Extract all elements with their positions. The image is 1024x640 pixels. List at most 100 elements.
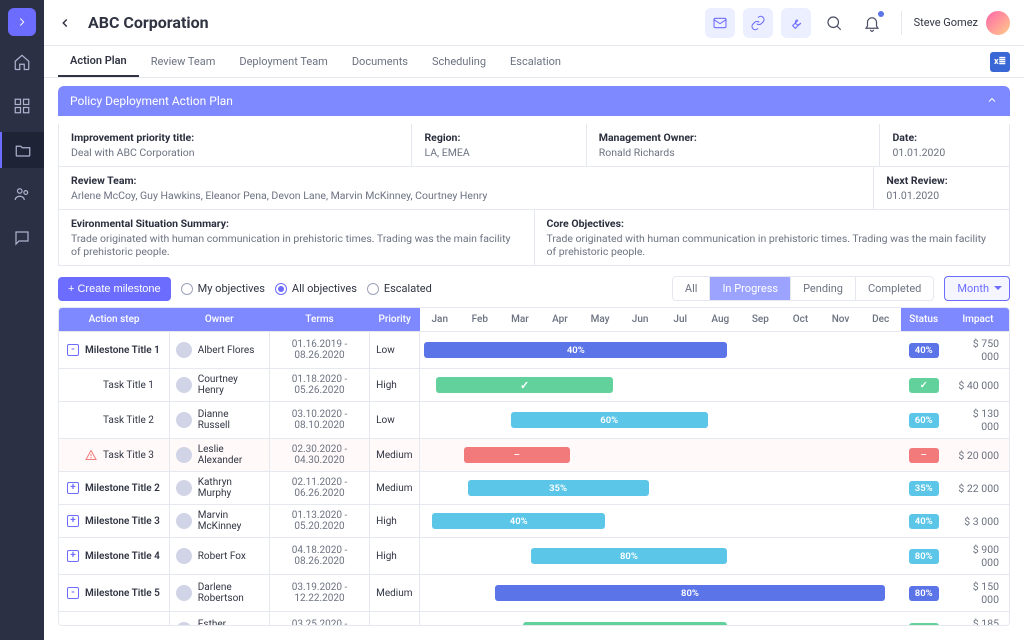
tab-scheduling[interactable]: Scheduling bbox=[420, 47, 498, 76]
segment-all[interactable]: All bbox=[673, 277, 711, 300]
action-step[interactable]: +Milestone Title 4 bbox=[67, 550, 163, 562]
priority-cell: Low bbox=[370, 402, 420, 439]
month-jun: Jun bbox=[620, 308, 660, 332]
priority-value: Deal with ABC Corporation bbox=[71, 146, 195, 159]
link-icon[interactable] bbox=[743, 8, 773, 38]
col-impact: Impact bbox=[947, 308, 1009, 332]
mail-icon[interactable] bbox=[705, 8, 735, 38]
range-dropdown[interactable]: Month bbox=[944, 276, 1010, 301]
gantt-bar[interactable]: 40% bbox=[424, 342, 727, 358]
user-name: Steve Gomez bbox=[914, 16, 978, 29]
tab-documents[interactable]: Documents bbox=[340, 47, 420, 76]
priority-cell: High bbox=[370, 612, 420, 627]
status-badge: 40% bbox=[909, 514, 939, 529]
gantt-grid: Action step Owner Terms PriorityJanFebMa… bbox=[58, 307, 1010, 626]
toggle-icon[interactable]: + bbox=[67, 550, 79, 562]
env-value: Trade originated with human communicatio… bbox=[71, 232, 510, 258]
rail-apps[interactable] bbox=[0, 88, 44, 124]
avatar bbox=[176, 548, 192, 564]
table-row: Task Title 4 Esther Howard 03.25.2020 - … bbox=[59, 612, 1009, 627]
table-row: Task Title 2 Dianne Russell 03.10.2020 -… bbox=[59, 402, 1009, 439]
user-menu[interactable]: Steve Gomez bbox=[901, 11, 1010, 35]
terms-cell: 02.11.2020 - 06.26.2020 bbox=[269, 472, 369, 505]
bell-icon[interactable] bbox=[857, 8, 887, 38]
table-row: +Milestone Title 3 Marvin McKinney 01.13… bbox=[59, 505, 1009, 538]
col-status: Status bbox=[901, 308, 947, 332]
toggle-icon[interactable]: - bbox=[67, 587, 79, 599]
core-value: Trade originated with human communicatio… bbox=[547, 232, 986, 258]
action-step[interactable]: -Milestone Title 1 bbox=[67, 344, 163, 356]
impact-cell: $ 3 000 bbox=[947, 505, 1009, 538]
next-label: Next Review: bbox=[886, 174, 997, 187]
action-step[interactable]: Task Title 2 bbox=[67, 415, 163, 426]
gantt-bar[interactable]: 80% bbox=[495, 585, 885, 601]
gantt-bar[interactable]: – bbox=[464, 447, 570, 463]
action-step[interactable]: Task Title 4 bbox=[67, 625, 163, 627]
month-dec: Dec bbox=[861, 308, 901, 332]
gantt-bar[interactable]: 80% bbox=[531, 548, 728, 564]
segment-in-progress[interactable]: In Progress bbox=[710, 277, 791, 300]
tab-action-plan[interactable]: Action Plan bbox=[58, 46, 139, 77]
radio-escalated[interactable]: Escalated bbox=[367, 282, 432, 295]
gantt-bar[interactable]: 60% bbox=[511, 412, 708, 428]
action-step[interactable]: +Milestone Title 2 bbox=[67, 482, 163, 494]
tab-review-team[interactable]: Review Team bbox=[139, 47, 228, 76]
month-apr: Apr bbox=[540, 308, 580, 332]
owner-cell: Kathryn Murphy bbox=[176, 477, 263, 499]
avatar bbox=[176, 480, 192, 496]
tab-deployment-team[interactable]: Deployment Team bbox=[227, 47, 339, 76]
segment-pending[interactable]: Pending bbox=[791, 277, 856, 300]
owner-cell: Robert Fox bbox=[176, 548, 263, 564]
tab-escalation[interactable]: Escalation bbox=[498, 47, 573, 76]
avatar bbox=[176, 342, 192, 358]
radio-my-objectives[interactable]: My objectives bbox=[181, 282, 265, 295]
radio-all-objectives[interactable]: All objectives bbox=[275, 282, 357, 295]
impact-cell: $ 40 000 bbox=[947, 369, 1009, 402]
action-step[interactable]: +Milestone Title 3 bbox=[67, 515, 163, 527]
gantt-bar[interactable] bbox=[436, 377, 613, 393]
team-label: Review Team: bbox=[71, 174, 861, 187]
priority-cell: High bbox=[370, 505, 420, 538]
export-excel-icon[interactable]: x≣ bbox=[990, 52, 1010, 72]
nav-rail bbox=[0, 0, 44, 640]
owner-cell: Leslie Alexander bbox=[176, 444, 263, 466]
rail-home[interactable] bbox=[0, 44, 44, 80]
avatar bbox=[176, 585, 192, 601]
wrench-icon[interactable] bbox=[781, 8, 811, 38]
segment-completed[interactable]: Completed bbox=[856, 277, 933, 300]
toggle-icon[interactable]: + bbox=[67, 515, 79, 527]
month-nov: Nov bbox=[821, 308, 861, 332]
back-button[interactable] bbox=[58, 16, 78, 30]
rail-projects[interactable] bbox=[0, 132, 44, 168]
owner-cell: Dianne Russell bbox=[176, 409, 263, 431]
create-milestone-button[interactable]: + Create milestone bbox=[58, 277, 171, 301]
rail-team[interactable] bbox=[0, 176, 44, 212]
toggle-icon[interactable]: + bbox=[67, 482, 79, 494]
rail-chat[interactable] bbox=[0, 220, 44, 256]
month-aug: Aug bbox=[700, 308, 740, 332]
avatar bbox=[176, 513, 192, 529]
action-step[interactable]: Task Title 1 bbox=[67, 380, 163, 391]
month-feb: Feb bbox=[460, 308, 500, 332]
gantt-bar[interactable] bbox=[523, 622, 728, 626]
action-step[interactable]: -Milestone Title 5 bbox=[67, 587, 163, 599]
table-row: -Milestone Title 1 Albert Flores 01.16.2… bbox=[59, 332, 1009, 369]
app-logo[interactable] bbox=[8, 8, 36, 36]
toggle-icon[interactable]: - bbox=[67, 344, 79, 356]
owner-cell: Marvin McKinney bbox=[176, 510, 263, 532]
gantt-bar[interactable]: 35% bbox=[468, 480, 649, 496]
priority-cell: Medium bbox=[370, 472, 420, 505]
col-owner: Owner bbox=[169, 308, 269, 332]
action-step[interactable]: Task Title 3 bbox=[67, 449, 163, 461]
gantt-bar[interactable]: 40% bbox=[432, 513, 605, 529]
search-icon[interactable] bbox=[819, 8, 849, 38]
tabs: Action PlanReview TeamDeployment TeamDoc… bbox=[44, 46, 1024, 78]
date-value: 01.01.2020 bbox=[892, 146, 945, 159]
region-label: Region: bbox=[424, 131, 573, 144]
team-value: Arlene McCoy, Guy Hawkins, Eleanor Pena,… bbox=[71, 189, 487, 202]
section-banner[interactable]: Policy Deployment Action Plan bbox=[58, 86, 1010, 116]
impact-cell: $ 22 000 bbox=[947, 472, 1009, 505]
terms-cell: 01.16.2019 - 08.26.2020 bbox=[269, 332, 369, 369]
terms-cell: 02.30.2020 - 04.30.2020 bbox=[269, 439, 369, 472]
chevron-up-icon bbox=[986, 94, 998, 109]
